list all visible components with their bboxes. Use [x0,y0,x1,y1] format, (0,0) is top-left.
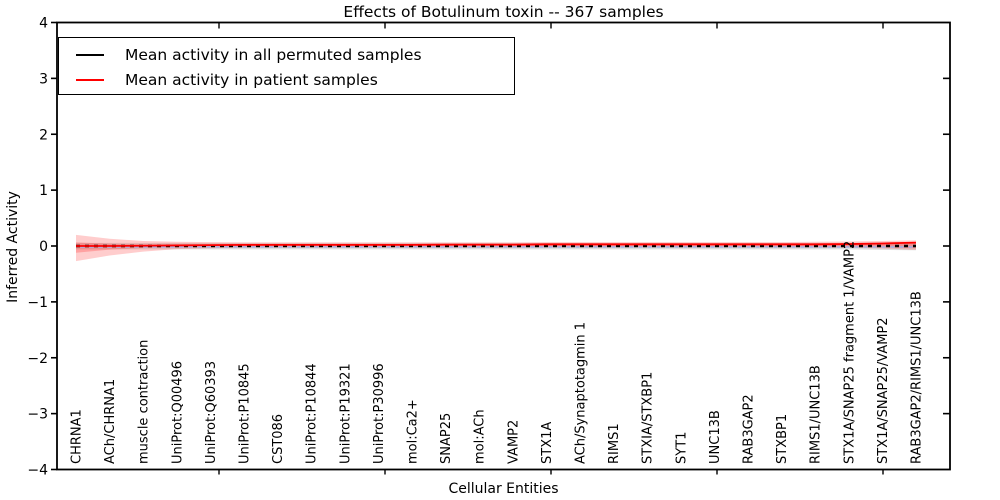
series-line-1 [76,241,917,247]
legend-line-black [76,53,104,56]
y-tick-label: 3 [39,71,48,87]
chart-title: Effects of Botulinum toxin -- 367 sample… [343,3,664,21]
y-tick-label: −1 [27,295,48,311]
x-category-label: VAMP2 [506,420,521,464]
legend-label: Mean activity in patient samples [125,70,378,89]
legend-item-patient: Mean activity in patient samples [59,67,514,92]
y-tick-label: −2 [27,351,48,367]
x-category-label: UniProt:P10845 [238,363,253,464]
x-category-label: muscle contraction [137,340,152,464]
y-tick-label: −3 [27,407,48,423]
x-category-label: UNC13B [708,410,723,464]
x-category-label: RAB3GAP2 [742,394,757,464]
legend-line-red [76,78,104,81]
x-category-label: UniProt:P30996 [372,363,387,464]
x-category-label: SYT1 [674,432,689,464]
x-category-label: RIMS1/UNC13B [809,365,824,464]
y-tick-label: 2 [39,127,48,143]
x-category-label: CST086 [271,414,286,464]
legend-box: Mean activity in all permuted samples Me… [58,37,515,95]
x-category-label: UniProt:P19321 [338,363,353,464]
x-category-label: STXIA/STXBP1 [641,372,656,464]
y-tick-label: 1 [39,183,48,199]
x-axis-label: Cellular Entities [448,481,559,497]
x-category-label: ACh/CHRNA1 [103,379,118,464]
y-tick-label: −4 [27,463,48,479]
x-category-label: ACh/Synaptotagmin 1 [574,322,589,464]
x-category-label: UniProt:Q00496 [170,361,185,464]
x-category-label: STX1A [540,422,555,464]
legend-label: Mean activity in all permuted samples [125,45,422,64]
legend-item-permuted: Mean activity in all permuted samples [59,42,514,67]
x-category-label: UniProt:P10844 [305,363,320,464]
x-category-label: mol:Ca2+ [406,399,421,464]
x-category-label: SNAP25 [439,413,454,464]
x-category-label: STX1A/SNAP25/VAMP2 [876,317,891,464]
y-axis-label: Inferred Activity [5,191,21,303]
x-category-label: STX1A/SNAP25 fragment 1/VAMP2 [842,241,857,464]
x-category-label: UniProt:Q60393 [204,361,219,464]
x-category-label: STXBP1 [775,414,790,464]
y-tick-label: 4 [39,16,48,32]
x-category-label: CHRNA1 [70,409,85,464]
x-category-label: RIMS1 [607,423,622,464]
y-tick-label: 0 [39,239,48,255]
x-category-label: mol:ACh [473,409,488,464]
x-category-label: RAB3GAP2/RIMS1/UNC13B [910,291,925,464]
